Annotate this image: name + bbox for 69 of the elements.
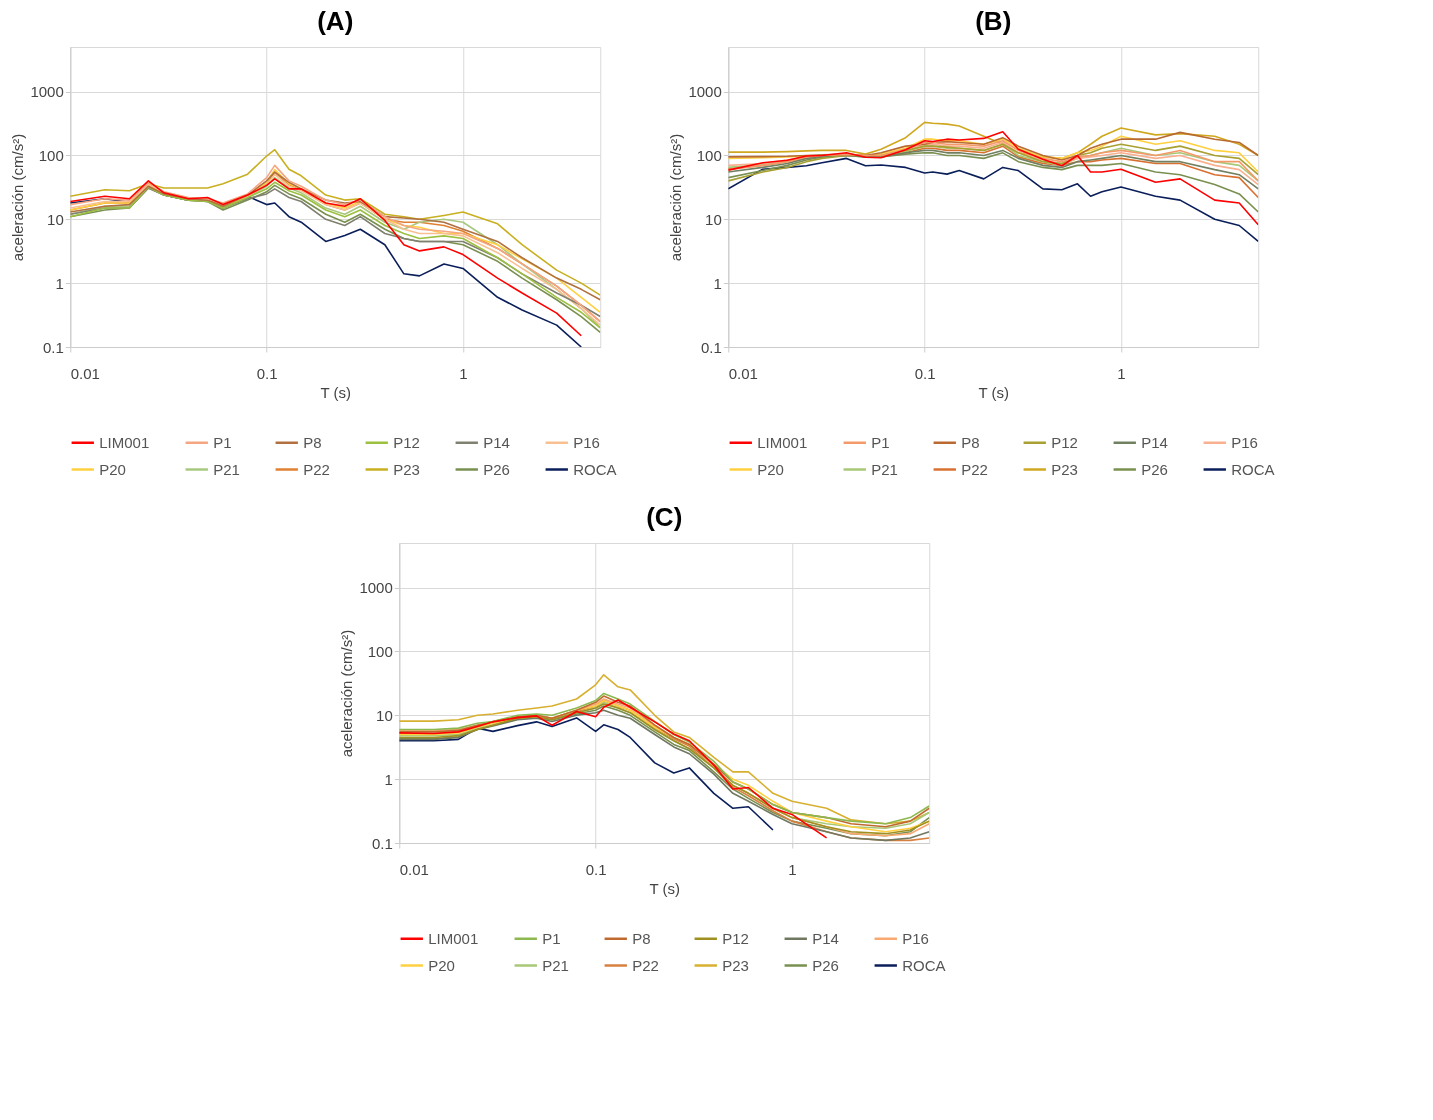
y-axis-title: aceleración (cm/s²) <box>9 133 27 262</box>
x-axis-title: T (s) <box>320 383 352 401</box>
y-tick-label: 1000 <box>30 83 64 101</box>
legend-label: P20 <box>99 460 126 478</box>
x-tick-label: 0.01 <box>70 364 100 382</box>
legend-label: P26 <box>812 956 839 974</box>
legend-label: P21 <box>542 956 569 974</box>
y-tick-label: 1 <box>384 770 393 788</box>
legend-label: P20 <box>757 460 784 478</box>
legend-label: P12 <box>722 929 749 947</box>
y-tick-label: 0.1 <box>371 834 393 852</box>
legend-label: P8 <box>961 433 980 451</box>
legend-label: P21 <box>871 460 898 478</box>
legend-label: P22 <box>632 956 659 974</box>
x-tick-label: 0.1 <box>585 860 607 878</box>
legend-label: P8 <box>303 433 322 451</box>
x-tick-label: 0.1 <box>256 364 278 382</box>
y-tick-label: 100 <box>38 146 64 164</box>
x-axis-title: T (s) <box>649 879 681 897</box>
legend-label: LIM001 <box>428 929 479 947</box>
legend-label: P16 <box>902 929 929 947</box>
legend-label: P1 <box>213 433 232 451</box>
x-tick-label: 1 <box>1117 364 1126 382</box>
legend-label: P23 <box>1051 460 1078 478</box>
legend-label: P20 <box>428 956 455 974</box>
y-tick-label: 10 <box>47 210 64 228</box>
legend-label: P16 <box>1231 433 1258 451</box>
y-tick-label: 0.1 <box>42 338 64 356</box>
y-tick-label: 1000 <box>688 83 722 101</box>
y-tick-label: 10 <box>705 210 722 228</box>
x-tick-label: 0.1 <box>914 364 936 382</box>
x-axis-title: T (s) <box>978 383 1010 401</box>
x-tick-label: 1 <box>788 860 797 878</box>
legend-label: ROCA <box>1231 460 1275 478</box>
y-tick-label: 10 <box>376 706 393 724</box>
legend-label: P22 <box>961 460 988 478</box>
chart-title: (A) <box>317 6 354 36</box>
y-axis-title: aceleración (cm/s²) <box>338 629 356 758</box>
x-tick-label: 1 <box>459 364 468 382</box>
legend-label: P22 <box>303 460 330 478</box>
legend-label: P14 <box>812 929 839 947</box>
y-tick-label: 100 <box>696 146 722 164</box>
legend-label: P26 <box>483 460 510 478</box>
x-tick-label: 0.01 <box>399 860 429 878</box>
y-tick-label: 100 <box>367 642 393 660</box>
y-tick-label: 1 <box>713 274 722 292</box>
legend-label: P12 <box>393 433 420 451</box>
chart-title: (C) <box>646 502 683 532</box>
legend-label: P12 <box>1051 433 1078 451</box>
legend-label: P26 <box>1141 460 1168 478</box>
legend-label: P8 <box>632 929 651 947</box>
legend-label: ROCA <box>573 460 617 478</box>
y-tick-label: 1 <box>55 274 64 292</box>
legend-label: P21 <box>213 460 240 478</box>
chart-title: (B) <box>975 6 1012 36</box>
x-tick-label: 0.01 <box>728 364 758 382</box>
y-tick-label: 0.1 <box>700 338 722 356</box>
legend-label: P16 <box>573 433 600 451</box>
legend-label: P14 <box>483 433 510 451</box>
legend-label: LIM001 <box>757 433 808 451</box>
legend-label: P1 <box>542 929 561 947</box>
y-axis-title: aceleración (cm/s²) <box>667 133 685 262</box>
legend-label: P23 <box>393 460 420 478</box>
legend-label: P14 <box>1141 433 1168 451</box>
y-tick-label: 1000 <box>359 579 393 597</box>
legend-label: P23 <box>722 956 749 974</box>
legend-label: P1 <box>871 433 890 451</box>
legend-label: LIM001 <box>99 433 150 451</box>
legend-label: ROCA <box>902 956 946 974</box>
